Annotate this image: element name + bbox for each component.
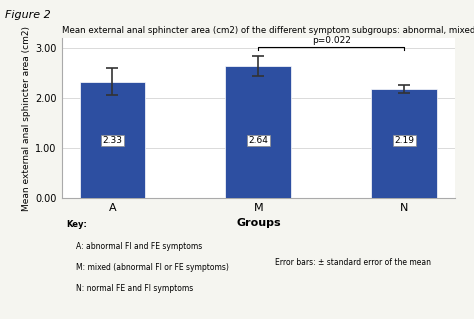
Text: p=0.022: p=0.022 [312,36,351,45]
Bar [80,82,145,198]
Text: Mean external anal sphincter area (cm2) of the different symptom subgroups: abno: Mean external anal sphincter area (cm2) … [62,26,474,35]
Bar [226,66,291,198]
X-axis label: Groups: Groups [236,218,281,228]
Text: Figure 2: Figure 2 [5,10,51,19]
Bar [372,89,437,198]
Text: N: normal FE and FI symptoms: N: normal FE and FI symptoms [76,284,193,293]
Text: 2.19: 2.19 [394,136,414,145]
Y-axis label: Mean external anal sphincter area (cm2): Mean external anal sphincter area (cm2) [22,26,31,211]
Text: 2.64: 2.64 [248,136,268,145]
Text: Error bars: ± standard error of the mean: Error bars: ± standard error of the mean [275,258,431,267]
Text: M: mixed (abnormal FI or FE symptoms): M: mixed (abnormal FI or FE symptoms) [76,263,229,272]
Text: A: abnormal FI and FE symptoms: A: abnormal FI and FE symptoms [76,242,202,251]
Text: 2.33: 2.33 [102,136,122,145]
Text: Key:: Key: [66,220,87,229]
